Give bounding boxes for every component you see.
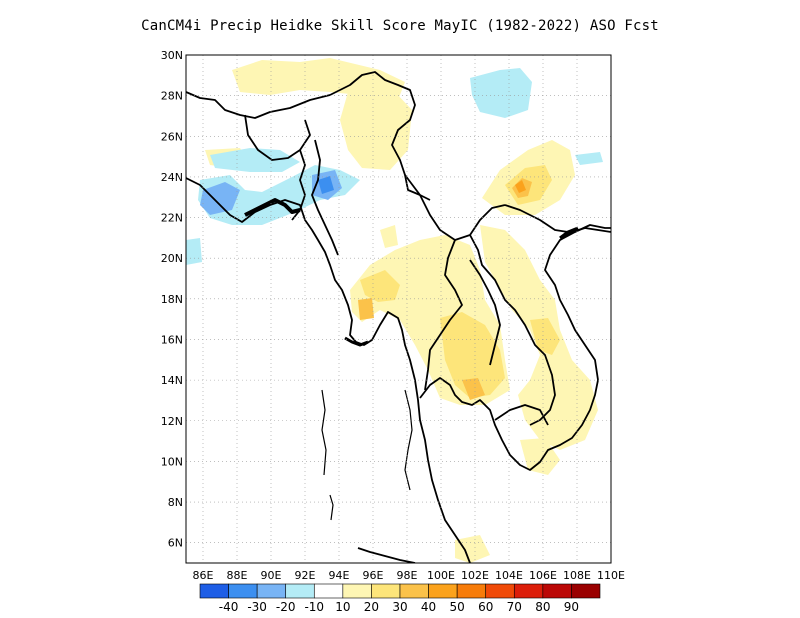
vietnam-coast-dark (559, 226, 579, 240)
colorbar-swatch (399, 583, 429, 599)
lat-tick-label: 20N (161, 252, 183, 265)
colorbar-label: -30 (247, 600, 267, 614)
nicobar-islands (329, 494, 334, 521)
andaman-islands (321, 389, 327, 476)
lon-tick-label: 98E (397, 569, 418, 582)
colorbar-label: 80 (535, 600, 550, 614)
lon-tick-label: 104E (495, 569, 523, 582)
colorbar-swatch (485, 583, 515, 599)
skill-shading (186, 58, 603, 563)
lat-tick-label: 22N (161, 212, 183, 225)
border-himalaya (186, 71, 431, 201)
lat-tick-label: 30N (161, 49, 183, 62)
shade-myanmar-core (360, 270, 400, 302)
gridlines (186, 54, 612, 563)
lat-tick-label: 24N (161, 171, 183, 184)
colorbar-swatch (542, 583, 572, 599)
shade-blue-west (210, 148, 300, 172)
colorbar-swatch (456, 583, 487, 599)
shade-andaman (380, 225, 398, 248)
shade-orange-thai (462, 378, 485, 400)
lat-tick-label: 16N (161, 333, 183, 346)
border-nepal (244, 114, 311, 161)
colorbar-swatch (571, 583, 601, 599)
shade-blue-core (318, 176, 334, 194)
sundarbans (244, 198, 301, 217)
lat-tick-label: 26N (161, 130, 183, 143)
colorbar-label: 60 (478, 600, 493, 614)
lon-tick-label: 100E (427, 569, 455, 582)
colorbar-label: 70 (507, 600, 522, 614)
latitude-axis: 30N 28N 26N 24N 22N 20N 18N 16N 14N 12N 10N 8N 6N (161, 49, 183, 550)
lon-tick-label: 94E (329, 569, 350, 582)
longitude-axis: 86E 88E 90E 92E 94E 96E 98E 100E 102E 104E 106E 108… (193, 569, 625, 582)
shade-orange-myanmar (358, 298, 374, 320)
coast-gulf-thailand (419, 227, 611, 471)
shade-dark-orange-china (515, 180, 526, 193)
lon-tick-label: 108E (563, 569, 591, 582)
border-laos (469, 234, 556, 426)
coast-south-china (559, 224, 611, 241)
border-myanmar-west (311, 139, 339, 256)
shade-south-vietnam (520, 438, 560, 475)
colorbar-swatch (428, 583, 458, 599)
colorbar-swatch (228, 583, 258, 599)
colorbar-swatch (371, 583, 401, 599)
lon-tick-label: 86E (193, 569, 214, 582)
lon-tick-label: 92E (295, 569, 316, 582)
lon-tick-label: 102E (461, 569, 489, 582)
lat-tick-label: 14N (161, 374, 183, 387)
colorbar-swatch (199, 583, 229, 599)
shade-blue-east (575, 152, 603, 165)
lat-tick-label: 18N (161, 293, 183, 306)
shade-laos-core (530, 318, 560, 355)
coastlines-borders (186, 71, 611, 563)
border-vietnam-china (504, 204, 569, 233)
shade-blue-tibet (470, 68, 532, 118)
shade-mid-blue-west (200, 182, 240, 215)
lon-tick-label: 88E (227, 569, 248, 582)
border-cambodia (494, 404, 549, 426)
lat-tick-label: 6N (168, 537, 183, 550)
lon-tick-label: 90E (261, 569, 282, 582)
colorbar-label: -10 (304, 600, 324, 614)
colorbar-label: -40 (219, 600, 239, 614)
shade-blue-sea (186, 238, 202, 265)
shade-central-thai (440, 312, 505, 398)
colorbar-label: 30 (392, 600, 407, 614)
shade-gulf (455, 535, 490, 563)
lat-tick-label: 12N (161, 415, 183, 428)
border-laos-thai (469, 259, 501, 366)
lon-tick-label: 96E (363, 569, 384, 582)
colorbar-swatch (313, 583, 344, 599)
colorbar-labels: -40 -30 -20 -10 10 20 30 40 50 60 70 80 90 (219, 600, 579, 614)
mergui-islands (404, 389, 413, 491)
irrawaddy-delta (344, 336, 369, 347)
lon-tick-label: 106E (529, 569, 557, 582)
colorbar-label: 90 (564, 600, 579, 614)
colorbar (199, 583, 601, 599)
colorbar-label: 50 (450, 600, 465, 614)
plot-frame (185, 54, 612, 564)
border-myanmar-thai (424, 239, 463, 391)
colorbar-label: 20 (364, 600, 379, 614)
map-title: CanCM4i Precip Heidke Skill Score MayIC … (141, 18, 659, 34)
colorbar-swatch (285, 583, 315, 599)
coast-bottom (357, 547, 416, 563)
colorbar-swatch (513, 583, 544, 599)
lon-tick-label: 110E (597, 569, 625, 582)
colorbar-label: -20 (276, 600, 296, 614)
colorbar-swatch (342, 583, 372, 599)
colorbar-label: 40 (421, 600, 436, 614)
lat-tick-label: 28N (161, 90, 183, 103)
lat-tick-label: 10N (161, 455, 183, 468)
lat-tick-label: 8N (168, 496, 183, 509)
colorbar-label: 10 (335, 600, 350, 614)
colorbar-swatch (256, 583, 287, 599)
